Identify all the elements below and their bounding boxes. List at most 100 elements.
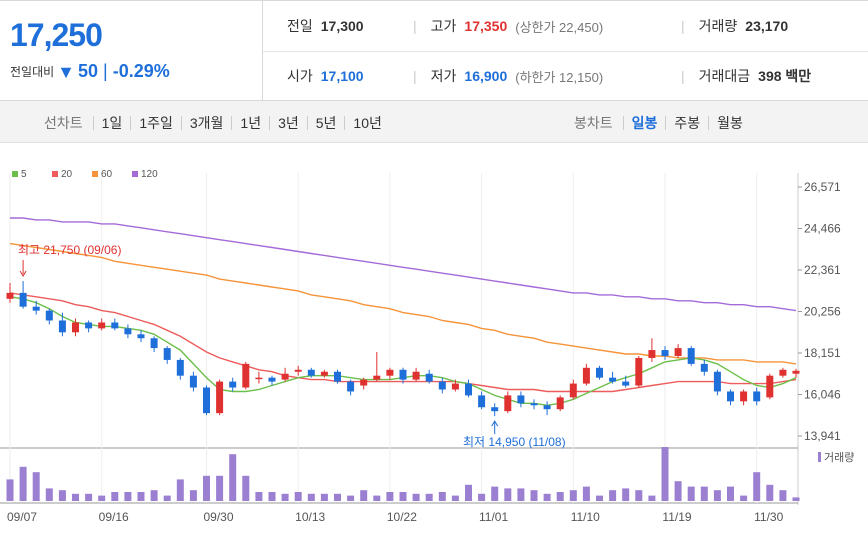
volume-bar [294,492,302,501]
period-3y[interactable]: 3년 [269,116,307,130]
legend-label: 60 [101,169,113,180]
volume-bar [347,495,355,501]
open-label: 시가 [287,68,313,84]
candle-body [792,370,800,374]
volume-summary: | 거래량 23,170 [681,16,788,36]
candle-body [150,338,158,349]
candle-body [163,348,171,360]
volume-bar [609,490,617,501]
current-price: 17,250 [10,17,103,53]
volume-bar [543,493,551,501]
x-tick-label: 09/30 [203,510,233,524]
y-tick-label: 13,941 [804,429,841,443]
volume-bar [216,475,224,501]
volume-bar [334,493,341,501]
volume-bar [740,495,748,501]
volume-bar [255,492,263,501]
candle-body [373,375,381,380]
candle-body [766,375,774,398]
volume-bar [438,492,446,501]
high-label: 고가 [430,18,457,34]
y-tick-label: 24,466 [804,222,841,236]
candle-body [189,375,197,388]
period-3m[interactable]: 3개월 [180,116,232,130]
line-chart-title: 선차트 [44,115,83,131]
prev-close-label: 전일 [287,18,313,34]
candle-body [478,395,486,408]
change-percent: -0.29% [112,61,170,81]
volume-bar [700,486,708,501]
volume-bar [32,472,40,501]
candle-body [569,383,577,398]
candle-body [98,322,106,329]
volume-bar [268,492,276,501]
candle-body [596,367,603,378]
legend-swatch [132,171,138,177]
y-tick-label: 16,046 [804,388,841,402]
low-value: 16,900 [464,68,508,84]
candle-chart-periods: 봉차트 일봉 주봉 월봉 [574,113,751,133]
period-1w[interactable]: 1주일 [130,116,181,130]
candle-body [242,363,250,388]
volume-bar [98,495,106,501]
y-tick-label: 20,256 [804,305,841,319]
summary-row-2: 시가 17,100 | 저가 16,900 (하한가 12,150) | 거래대… [263,51,868,101]
volume-bar [320,493,328,501]
candle-daily[interactable]: 일봉 [622,116,666,130]
volume-bar [229,454,237,501]
open-price: 시가 17,100 [287,66,364,86]
volume-bar [189,490,197,501]
candle-body [229,381,237,388]
divider: | [413,18,417,34]
candle-body [6,292,14,299]
period-10y[interactable]: 10년 [344,116,389,130]
prev-close-value: 17,300 [320,18,364,34]
stock-chart: 26,571 24,466 22,361 20,256 18,151 16,046 13,9… [0,169,854,524]
candle-body [399,369,407,380]
volume-bar [465,484,472,501]
change-value: 50 [78,61,99,81]
ma120-line [10,217,797,312]
period-1y[interactable]: 1년 [231,116,269,130]
divider: | [681,18,685,34]
candle-body [111,322,119,329]
price-box: 17,250 전일대비 ▼ 50 | -0.29% [0,1,263,101]
candle-body [530,403,538,406]
candle-body [622,381,630,386]
candle-body [661,350,669,356]
volume-bar [176,479,184,501]
x-tick-label: 10/22 [387,510,417,524]
candle-weekly[interactable]: 주봉 [665,116,708,130]
candle-body [609,377,617,382]
volume-bar [504,488,512,501]
volume-bar [530,490,538,501]
divider: | [413,68,417,84]
volume-bar [648,495,656,501]
candle-body [491,407,499,412]
lower-limit: (하한가 12,150) [515,69,604,85]
volume-bar [281,493,289,501]
volume-bar [124,492,132,501]
candle-body [72,322,79,333]
candle-body [85,322,93,329]
candle-monthly[interactable]: 월봉 [708,116,751,130]
x-tick-label: 11/01 [479,510,508,524]
volume-bar [45,488,53,501]
period-1d[interactable]: 1일 [92,116,131,130]
period-5y[interactable]: 5년 [306,116,345,130]
x-tick-label: 11/30 [754,510,783,524]
volume-bar [72,493,79,501]
candle-body [268,377,276,382]
candle-body [320,371,328,376]
y-tick-label: 18,151 [804,346,841,360]
candle-body [360,379,368,386]
high-annotation: 최고 21,750 (09/06) [18,243,121,257]
chart-toolbar: 선차트 1일 1주일 3개월 1년 3년 5년 10년 봉차트 일봉 주봉 월봉 [0,101,868,143]
candle-body [674,348,682,356]
legend-label: 20 [61,169,73,180]
low-annotation: 최저 14,950 (11/08) [463,435,566,449]
volume-bar [661,447,669,501]
volume-legend-swatch [818,452,821,462]
legend-swatch [12,171,18,177]
day-low: | 저가 16,900 (하한가 12,150) [413,66,603,86]
